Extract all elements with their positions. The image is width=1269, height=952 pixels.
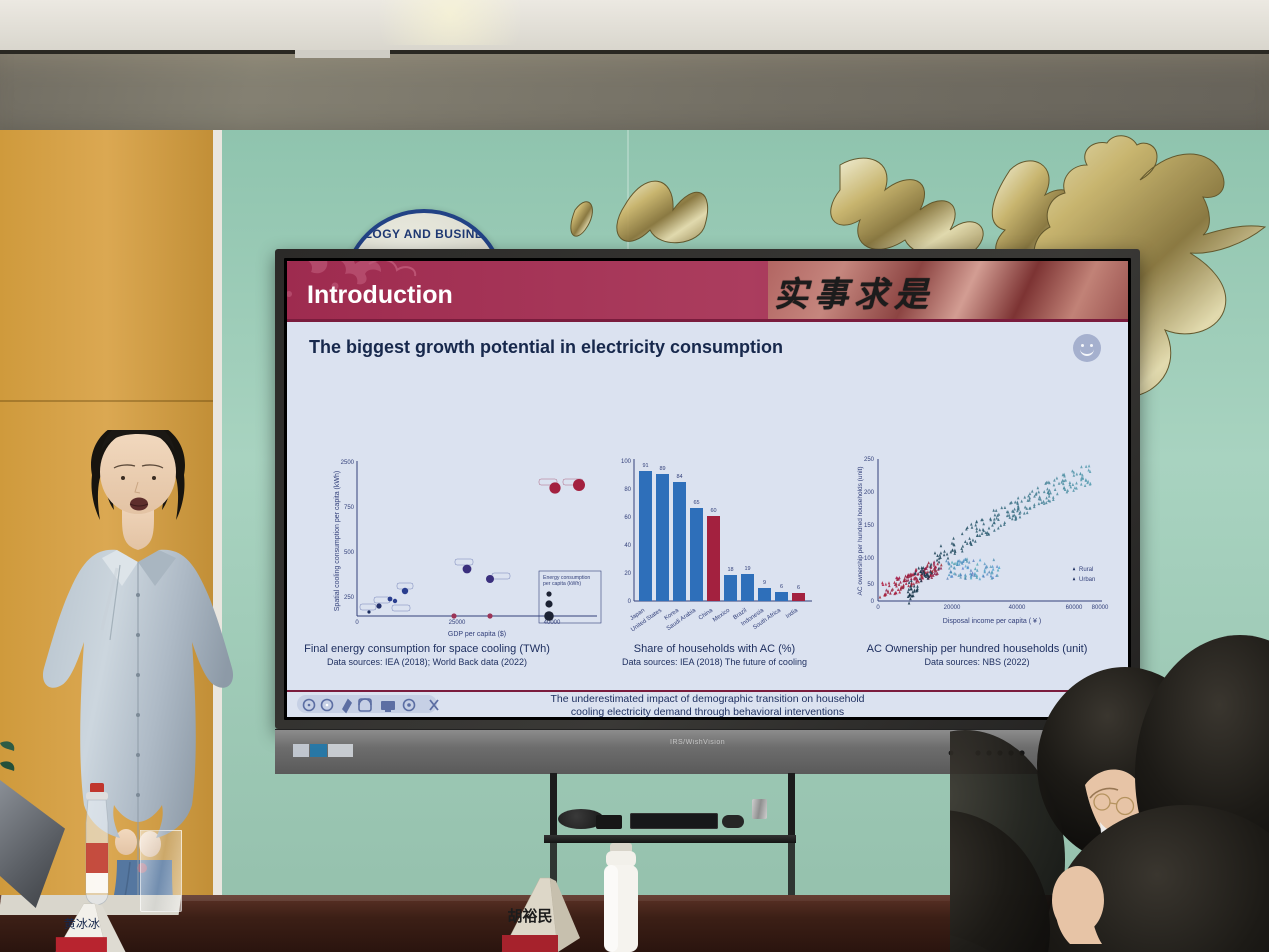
svg-text:84: 84 — [676, 474, 682, 480]
svg-text:750: 750 — [344, 505, 355, 511]
svg-text:89: 89 — [659, 466, 665, 472]
svg-text:Spatial cooling consumption pe: Spatial cooling consumption per capita (… — [334, 471, 341, 611]
svg-text:United States: United States — [630, 608, 663, 634]
svg-text:per capita (kWh): per capita (kWh) — [543, 581, 581, 587]
svg-text:AC ownership per hundred house: AC ownership per hundred households (uni… — [857, 467, 864, 596]
svg-text:60: 60 — [710, 508, 716, 514]
svg-text:65: 65 — [693, 500, 699, 506]
svg-text:200: 200 — [864, 490, 875, 496]
svg-text:Disposal income per capita ( ¥: Disposal income per capita ( ¥ ) — [943, 618, 1041, 625]
svg-text:Mexico: Mexico — [712, 607, 732, 623]
svg-text:60000: 60000 — [1066, 605, 1083, 611]
svg-text:25000: 25000 — [449, 620, 466, 626]
svg-text:150: 150 — [864, 523, 875, 529]
svg-text:Rural: Rural — [1079, 567, 1093, 573]
svg-text:60: 60 — [624, 515, 631, 521]
svg-text:40000: 40000 — [1009, 605, 1026, 611]
svg-text:100: 100 — [864, 556, 875, 562]
svg-text:GDP per capita ($): GDP per capita ($) — [448, 631, 506, 638]
svg-text:9: 9 — [763, 580, 766, 586]
svg-text:91: 91 — [642, 463, 648, 469]
svg-text:100: 100 — [621, 459, 632, 465]
svg-text:6: 6 — [797, 585, 800, 591]
svg-text:2500: 2500 — [341, 460, 355, 466]
svg-text:Urban: Urban — [1079, 577, 1095, 583]
svg-text:50: 50 — [867, 582, 874, 588]
svg-text:80000: 80000 — [1092, 605, 1109, 611]
svg-text:250: 250 — [864, 457, 875, 463]
svg-text:80: 80 — [624, 487, 631, 493]
svg-text:0: 0 — [871, 599, 875, 605]
svg-text:500: 500 — [344, 550, 355, 556]
svg-text:20000: 20000 — [944, 605, 961, 611]
svg-text:19: 19 — [744, 566, 750, 572]
svg-text:18: 18 — [727, 567, 733, 573]
svg-text:20: 20 — [624, 571, 631, 577]
svg-text:250: 250 — [344, 595, 355, 601]
svg-text:0: 0 — [876, 605, 880, 611]
svg-text:40: 40 — [624, 543, 631, 549]
svg-text:6: 6 — [780, 584, 783, 590]
svg-text:0: 0 — [355, 620, 359, 626]
svg-text:India: India — [785, 607, 800, 620]
svg-text:0: 0 — [628, 599, 632, 605]
